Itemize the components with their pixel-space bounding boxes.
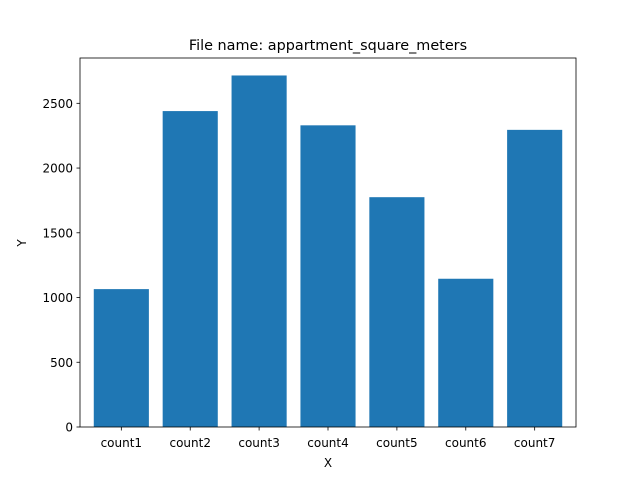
y-axis-label: Y — [15, 239, 29, 248]
bar-count5 — [369, 197, 425, 427]
x-axis-ticks: count1 count2 count3 count4 count5 count6 coun… — [101, 427, 556, 450]
x-tick-label: count4 — [307, 436, 349, 450]
y-tick-label: 500 — [50, 356, 73, 370]
y-tick-label: 2000 — [42, 162, 73, 176]
bar-count7 — [507, 129, 563, 427]
x-tick-label: count2 — [169, 436, 211, 450]
y-axis-ticks: 0 500 1000 1500 2000 2500 — [42, 97, 80, 435]
bar-count6 — [438, 278, 494, 427]
bar-count2 — [162, 111, 218, 427]
bar-count4 — [300, 125, 356, 427]
x-tick-label: count7 — [514, 436, 556, 450]
bar-count3 — [231, 75, 287, 428]
y-tick-label: 1000 — [42, 291, 73, 305]
bar-count1 — [93, 289, 149, 427]
y-tick-label: 1500 — [42, 226, 73, 240]
x-axis-label: X — [324, 456, 332, 470]
plot-frame — [79, 57, 577, 428]
chart-title: File name: appartment_square_meters — [189, 38, 467, 54]
x-tick-label: count1 — [101, 436, 143, 450]
x-tick-label: count6 — [445, 436, 487, 450]
y-tick-label: 2500 — [42, 97, 73, 111]
bars-group — [93, 75, 563, 428]
x-tick-label: count5 — [376, 436, 418, 450]
y-tick-label: 0 — [65, 421, 73, 435]
x-tick-label: count3 — [238, 436, 280, 450]
